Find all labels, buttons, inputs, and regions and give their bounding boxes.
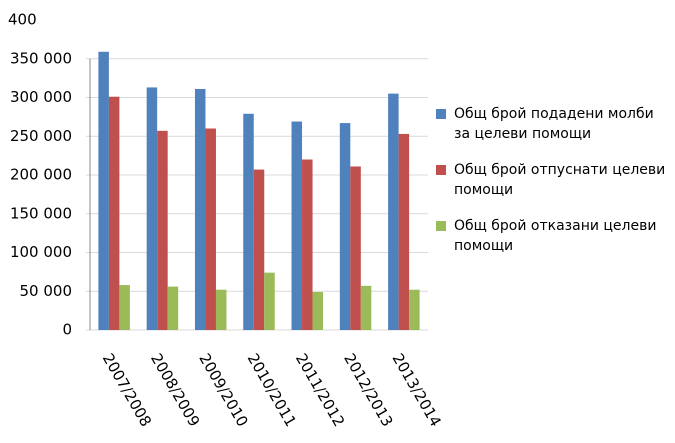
legend-label: Общ брой подадени молби за целеви помощи: [454, 106, 654, 142]
y-tick-label: 200 000: [10, 166, 72, 184]
bar: [146, 87, 158, 330]
legend-item: Общ брой отпуснати целеви помощи: [436, 160, 674, 200]
legend-label: Общ брой отказани целеви помощи: [454, 218, 657, 254]
x-tick-label: 2008/2009: [147, 350, 203, 429]
bar: [108, 96, 120, 330]
bar: [264, 272, 275, 330]
bar: [243, 113, 254, 331]
legend-item: Общ брой подадени молби за целеви помощи: [436, 104, 674, 144]
bar: [350, 166, 361, 330]
bar: [119, 285, 130, 330]
bar: [194, 88, 206, 330]
bar: [98, 51, 109, 331]
y-tick-label: 250 000: [10, 127, 72, 145]
legend-label: Общ брой отпуснати целеви помощи: [454, 162, 666, 198]
bar: [388, 93, 399, 330]
legend-swatch: [436, 221, 446, 231]
y-tick-label: 0: [62, 321, 72, 339]
bar: [339, 123, 351, 330]
legend-swatch: [436, 109, 446, 119]
bar: [409, 289, 420, 330]
x-tick-label: 2007/2008: [99, 350, 155, 429]
bar: [360, 285, 372, 330]
x-tick-label: 2013/2014: [388, 350, 444, 429]
y-tick-label: 350 000: [10, 49, 72, 67]
bar: [215, 289, 227, 330]
bar: [205, 128, 216, 330]
legend-swatch: [436, 165, 446, 175]
y-tick-label: 100 000: [10, 243, 72, 261]
bar: [398, 133, 410, 330]
x-tick-label: 2009/2010: [195, 350, 251, 429]
y-tick-label: 150 000: [10, 204, 72, 222]
bar: [312, 292, 324, 330]
y-tick-label: 50 000: [20, 282, 73, 300]
y-tick-label: 400: [8, 11, 37, 29]
bar: [302, 159, 313, 330]
bar: [157, 130, 168, 330]
legend-item: Общ брой отказани целеви помощи: [436, 216, 674, 256]
bar: [291, 121, 303, 331]
legend: Общ брой подадени молби за целеви помощи…: [436, 104, 674, 272]
x-tick-label: 2012/2013: [340, 350, 396, 429]
x-tick-label: 2010/2011: [244, 350, 300, 429]
y-tick-label: 300 000: [10, 88, 72, 106]
bar: [253, 169, 265, 330]
x-tick-label: 2011/2012: [292, 350, 348, 429]
bar: [167, 286, 179, 330]
